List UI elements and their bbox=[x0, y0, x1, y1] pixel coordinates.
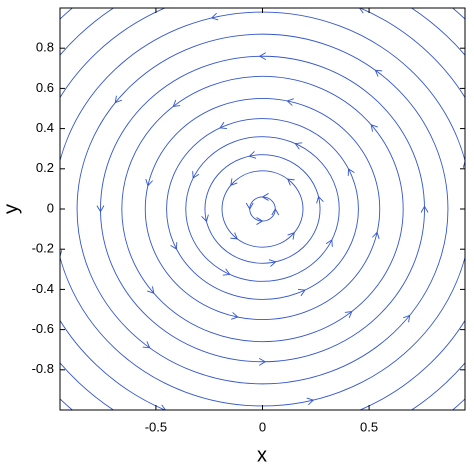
x-tick-label: 0 bbox=[259, 419, 266, 434]
arrowhead bbox=[358, 8, 364, 14]
arrowhead bbox=[286, 98, 294, 106]
arrowhead bbox=[462, 160, 465, 168]
y-tick-label: 0 bbox=[47, 200, 54, 215]
streamline bbox=[221, 170, 304, 248]
streamline bbox=[204, 154, 321, 264]
arrowhead bbox=[145, 178, 153, 187]
streamline bbox=[166, 118, 359, 300]
axes-frame bbox=[59, 7, 466, 411]
streamline bbox=[249, 196, 276, 222]
arrowhead bbox=[347, 168, 355, 176]
arrowhead bbox=[230, 178, 238, 186]
arrowhead bbox=[192, 171, 200, 179]
arrowhead bbox=[25, 314, 31, 321]
arrowhead bbox=[222, 268, 231, 276]
arrowhead bbox=[470, 300, 474, 307]
y-tick-label: 0.4 bbox=[36, 120, 54, 135]
streamline bbox=[76, 33, 449, 385]
arrowhead bbox=[201, 214, 209, 223]
arrowhead bbox=[230, 232, 239, 240]
y-tick-label: -0.2 bbox=[32, 241, 54, 256]
arrowhead bbox=[374, 69, 383, 77]
x-tick-label: 0.5 bbox=[360, 419, 378, 434]
arrowhead bbox=[114, 95, 122, 104]
arrowhead bbox=[268, 259, 277, 267]
arrowhead bbox=[306, 397, 315, 406]
arrowhead bbox=[403, 314, 411, 323]
streamline bbox=[121, 75, 404, 343]
y-tick-label: -0.6 bbox=[32, 321, 54, 336]
arrowhead bbox=[147, 286, 155, 294]
streamline bbox=[100, 55, 425, 363]
arrowhead bbox=[48, 111, 54, 118]
arrowhead bbox=[258, 52, 267, 61]
streamline bbox=[185, 136, 340, 282]
arrowhead bbox=[344, 310, 353, 319]
arrowhead bbox=[170, 242, 178, 250]
arrowhead bbox=[142, 341, 151, 349]
arrowhead bbox=[245, 202, 254, 210]
y-tick-label: -0.4 bbox=[32, 281, 54, 296]
arrowhead bbox=[161, 404, 167, 410]
streamline bbox=[144, 97, 381, 321]
arrowhead bbox=[231, 312, 239, 320]
arrowhead bbox=[258, 357, 267, 366]
arrowhead bbox=[420, 205, 429, 213]
arrowhead bbox=[372, 231, 380, 240]
y-axis-label: y bbox=[0, 204, 22, 214]
x-tick-label: -0.5 bbox=[145, 419, 167, 434]
arrowhead bbox=[325, 239, 333, 247]
y-tick-label: -0.8 bbox=[32, 361, 54, 376]
streamline bbox=[60, 11, 465, 407]
arrowhead bbox=[219, 121, 228, 129]
arrowhead bbox=[210, 12, 219, 21]
arrowhead bbox=[316, 195, 324, 204]
arrowhead bbox=[287, 232, 295, 240]
y-tick-label: 0.8 bbox=[36, 40, 54, 55]
arrowhead bbox=[248, 151, 257, 159]
arrowhead bbox=[294, 142, 303, 150]
arrowhead bbox=[271, 208, 280, 216]
arrowhead bbox=[60, 250, 63, 258]
arrowhead bbox=[261, 193, 269, 201]
arrowhead bbox=[172, 99, 181, 108]
arrowhead bbox=[96, 205, 105, 213]
y-tick-label: 0.6 bbox=[36, 80, 54, 95]
y-tick-label: 0.2 bbox=[36, 160, 54, 175]
x-axis-label: x bbox=[257, 444, 267, 466]
arrowhead bbox=[286, 178, 295, 186]
arrowhead bbox=[256, 217, 264, 225]
arrowhead bbox=[370, 124, 378, 132]
arrowhead bbox=[297, 289, 306, 297]
